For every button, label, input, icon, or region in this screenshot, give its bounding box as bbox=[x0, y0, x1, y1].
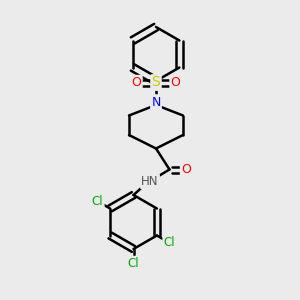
Text: O: O bbox=[132, 76, 141, 89]
Text: Cl: Cl bbox=[92, 195, 103, 208]
Text: Cl: Cl bbox=[164, 236, 175, 249]
Text: S: S bbox=[152, 76, 160, 89]
Text: HN: HN bbox=[141, 175, 159, 188]
Text: O: O bbox=[181, 163, 191, 176]
Text: Cl: Cl bbox=[128, 257, 139, 270]
Text: O: O bbox=[171, 76, 180, 89]
Text: N: N bbox=[151, 95, 161, 109]
